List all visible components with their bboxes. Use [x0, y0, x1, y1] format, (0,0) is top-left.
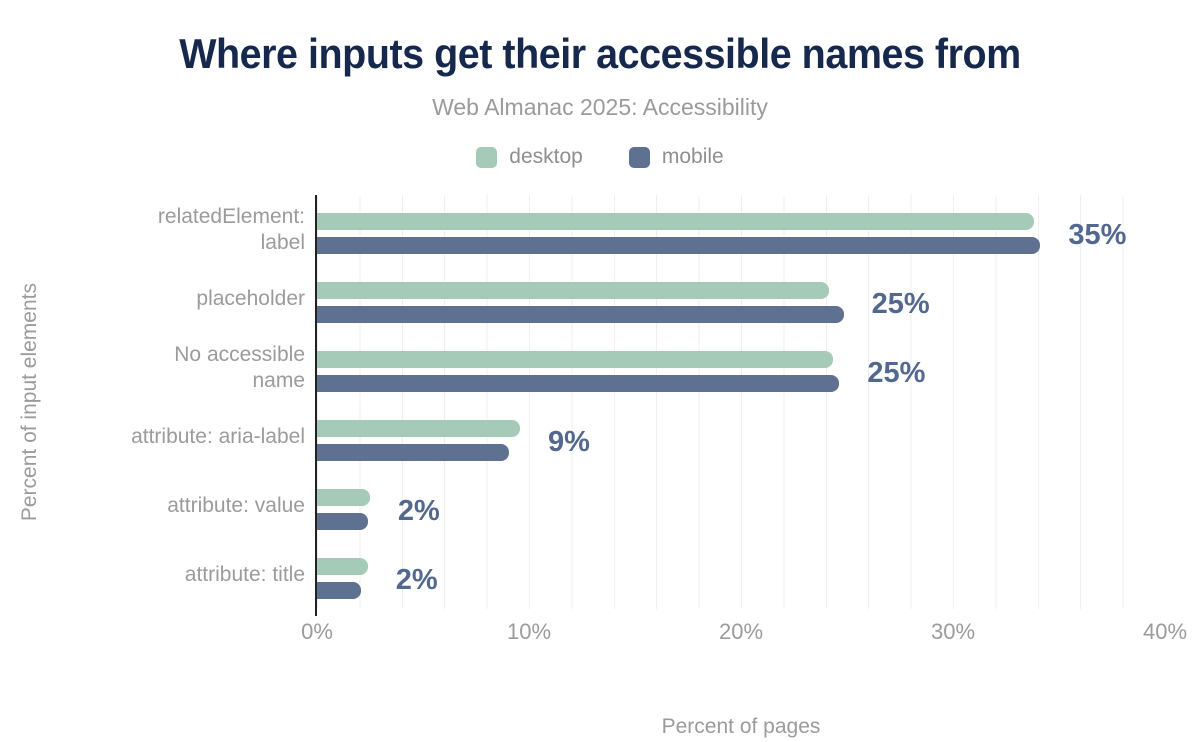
bar-mobile: [317, 444, 510, 461]
bar-desktop: [317, 420, 521, 437]
category-label: attribute: aria-label: [131, 424, 305, 448]
chart-area: Percent of input elements relatedElement…: [0, 195, 1200, 738]
x-tick: 20%: [718, 619, 764, 644]
bar-desktop: [317, 558, 368, 575]
chart-row: 35%: [317, 195, 1163, 264]
x-axis-title: Percent of pages: [661, 715, 821, 738]
value-label: 9%: [548, 425, 590, 458]
value-label: 35%: [1068, 218, 1127, 251]
chart-row: 25%: [317, 333, 1163, 402]
x-tick: 10%: [506, 619, 552, 644]
chart-title: Where inputs get their accessible names …: [179, 30, 1021, 77]
legend-item-mobile[interactable]: mobile: [628, 145, 724, 169]
chart-subtitle: Web Almanac 2025: Accessibility: [432, 94, 768, 120]
bar-mobile: [317, 582, 362, 599]
x-tick: 30%: [930, 619, 976, 644]
category-label: No accessible name: [174, 342, 305, 392]
bar-mobile: [317, 306, 844, 323]
legend-item-desktop[interactable]: desktop: [476, 145, 583, 169]
x-tick: 40%: [1142, 619, 1188, 644]
value-label: 2%: [395, 563, 438, 596]
category-label: attribute: title: [184, 562, 305, 586]
category-label: relatedElement: label: [157, 204, 305, 254]
legend-swatch-mobile-icon: [628, 146, 650, 168]
value-label: 25%: [871, 287, 930, 320]
bar-desktop: [317, 351, 834, 368]
bar-desktop: [317, 282, 829, 299]
legend-label-desktop: desktop: [509, 145, 583, 168]
category-labels: relatedElement: label placeholder No acc…: [60, 195, 315, 609]
value-label: 25%: [867, 356, 926, 389]
chart-row: 2%: [317, 540, 1163, 609]
category-label: placeholder: [196, 286, 305, 310]
chart-row: 9%: [317, 402, 1163, 471]
bar-mobile: [317, 237, 1041, 254]
category-label: attribute: value: [167, 493, 305, 517]
bar-desktop: [317, 213, 1034, 230]
x-axis-ticks: 0% 10% 20% 30% 40%: [301, 609, 1187, 644]
legend-swatch-desktop-icon: [476, 146, 498, 168]
bar-mobile: [317, 375, 840, 392]
plot-area: 35% 25% 25% 9%: [315, 195, 1163, 616]
bar-desktop: [317, 489, 370, 506]
y-axis-title: Percent of input elements: [18, 282, 41, 522]
value-label: 2%: [397, 494, 440, 527]
legend: desktop mobile: [0, 145, 1200, 169]
legend-label-mobile: mobile: [661, 145, 724, 168]
bar-mobile: [317, 513, 368, 530]
chart-row: 25%: [317, 264, 1163, 333]
x-tick: 0%: [301, 619, 333, 644]
chart-row: 2%: [317, 471, 1163, 540]
